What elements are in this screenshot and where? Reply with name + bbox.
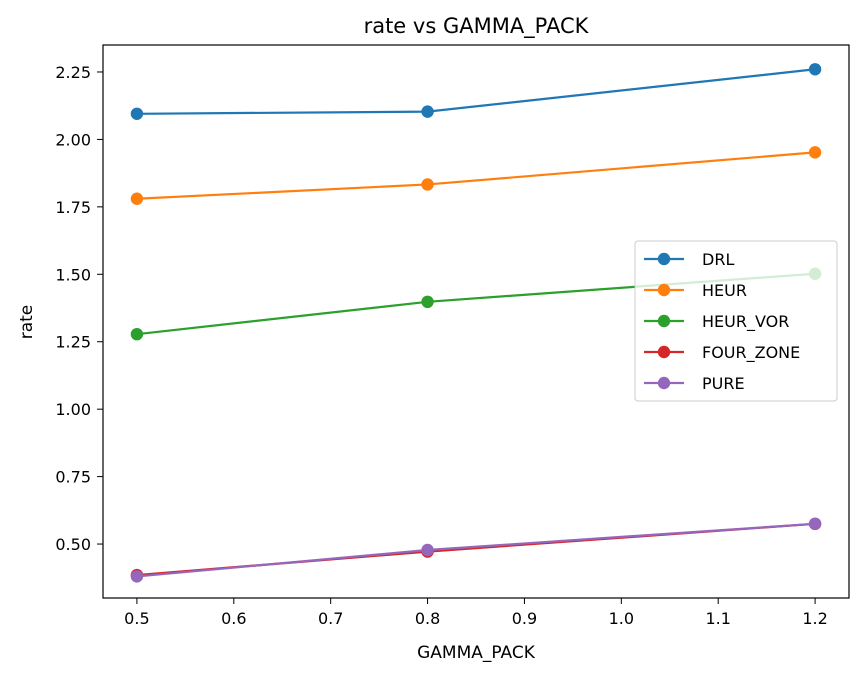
legend-box	[634, 240, 838, 402]
x-tick-label: 0.8	[415, 609, 440, 628]
data-point-heur_vor	[421, 295, 434, 309]
x-tick-label: 1.2	[802, 609, 827, 628]
x-axis-label: GAMMA_PACK	[417, 643, 536, 663]
x-tick-label: 0.9	[512, 609, 537, 628]
legend-label: FOUR_ZONE	[702, 343, 800, 363]
y-tick-label: 2.25	[55, 63, 91, 82]
legend-marker-heur_vor	[657, 314, 671, 328]
y-tick-label: 1.00	[55, 400, 91, 419]
chart-title: rate vs GAMMA_PACK	[364, 14, 590, 39]
data-point-heur	[808, 146, 822, 159]
legend-label: HEUR_VOR	[702, 312, 789, 332]
y-tick-label: 1.25	[55, 333, 91, 352]
data-point-heur	[130, 192, 144, 205]
y-axis: 0.50 0.75 1.00 1.25 1.50 1.75 2.00 2.25	[55, 63, 103, 554]
data-point-drl	[130, 107, 144, 120]
series-line-heur	[136, 151, 816, 200]
legend-marker-heur	[657, 283, 671, 297]
x-tick-label: 1.0	[609, 609, 634, 628]
data-point-drl	[808, 63, 822, 76]
data-point-pure	[130, 570, 144, 583]
legend-label: DRL	[702, 250, 734, 269]
x-tick-label: 1.1	[705, 609, 730, 628]
x-tick-label: 0.5	[124, 609, 149, 628]
y-tick-label: 0.50	[55, 535, 91, 554]
plot-frame	[102, 44, 850, 599]
data-point-drl	[421, 105, 434, 118]
data-point-heur	[421, 178, 434, 191]
legend-label: HEUR	[702, 281, 747, 300]
data-point-pure	[808, 517, 822, 531]
series-line-drl	[136, 68, 816, 115]
y-tick-label: 1.50	[55, 265, 91, 284]
series-line-pure	[136, 522, 816, 578]
legend-marker-drl	[657, 252, 671, 266]
x-axis: 0.5 0.6 0.7 0.8 0.9 1.0 1.1 1.2	[124, 598, 828, 628]
y-tick-label: 2.00	[55, 130, 91, 149]
legend-marker-pure	[657, 376, 671, 390]
x-tick-label: 0.6	[221, 609, 246, 628]
legend-marker-four_zone	[657, 345, 671, 359]
data-point-pure	[421, 543, 434, 557]
legend-label: PURE	[702, 374, 745, 393]
y-tick-label: 0.75	[55, 468, 91, 487]
y-axis-label: rate	[17, 305, 37, 340]
y-tick-label: 1.75	[55, 198, 91, 217]
legend: DRL HEUR HEUR_VOR FOUR_ZONE PURE	[634, 240, 838, 402]
x-tick-label: 0.7	[318, 609, 343, 628]
data-point-heur_vor	[130, 327, 144, 341]
